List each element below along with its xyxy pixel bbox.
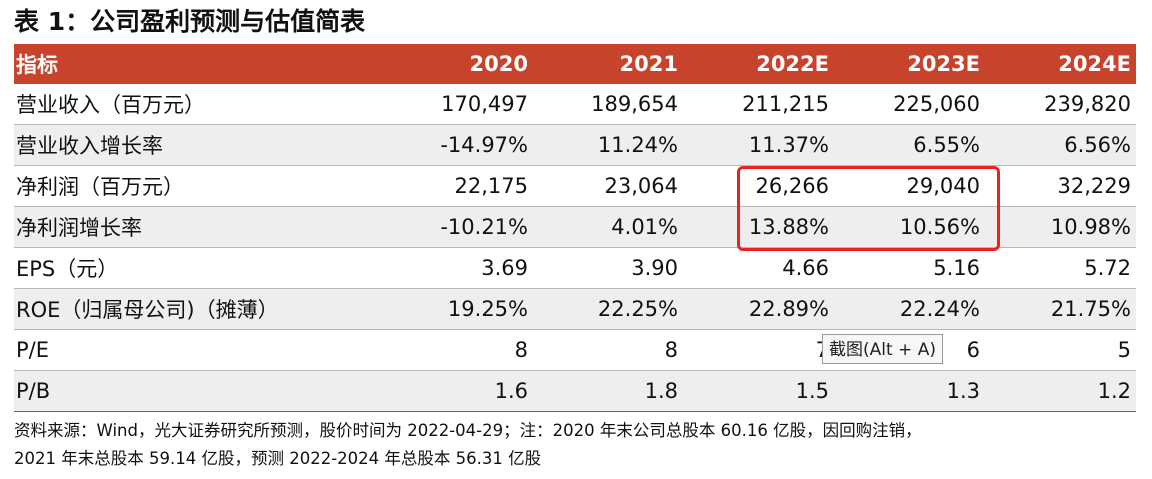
- row-label: EPS（元）: [16, 257, 119, 281]
- source-note-line: 资料来源：Wind，光大证券研究所预测，股价时间为 2022-04-29；注：2…: [14, 421, 922, 440]
- table-cell: 23,064: [604, 174, 678, 198]
- table-cell: 26,266: [755, 174, 829, 198]
- table-cell: 19.25%: [447, 297, 528, 321]
- table-cell: 6: [966, 338, 980, 362]
- header-cell-2022e: 2022E: [756, 52, 829, 76]
- header-cell-2023e: 2023E: [907, 52, 980, 76]
- table-row: P/B 1.6 1.8 1.5 1.3 1.2: [14, 371, 1136, 412]
- header-cell-2021: 2021: [619, 52, 678, 76]
- table-row: EPS（元） 3.69 3.90 4.66 5.16 5.72: [14, 248, 1136, 289]
- table-cell: 10.56%: [899, 215, 980, 239]
- table-cell: 13.88%: [748, 215, 829, 239]
- table-cell: 3.90: [631, 256, 678, 280]
- table-cell: 7: [678, 338, 829, 362]
- table-cell: 10.98%: [1050, 215, 1131, 239]
- table-cell: 170,497: [441, 92, 528, 116]
- table-cell: 29,040: [906, 174, 980, 198]
- table-row: 净利润增长率 -10.21% 4.01% 13.88% 10.56% 10.98…: [14, 207, 1136, 248]
- table-cell: 225,060: [893, 92, 980, 116]
- table-cell: 6.55%: [913, 133, 980, 157]
- table-header-row: 指标 2020 2021 2022E 2023E 2024E: [14, 44, 1136, 84]
- table-cell: 4.01%: [611, 215, 678, 239]
- table-cell: 3.69: [481, 256, 528, 280]
- table-cell: 11.24%: [597, 133, 678, 157]
- row-label: P/E: [16, 338, 50, 362]
- table-cell: 21.75%: [1050, 297, 1131, 321]
- table-cell: 1.2: [1097, 379, 1131, 403]
- table-cell: 11.37%: [748, 133, 829, 157]
- table-cell: -10.21%: [440, 215, 528, 239]
- table-cell: 4.66: [782, 256, 829, 280]
- header-cell-metric: 指标: [16, 53, 58, 77]
- row-label: P/B: [16, 379, 51, 403]
- table-cell: -14.97%: [440, 133, 528, 157]
- table-cell: 22.89%: [748, 297, 829, 321]
- table-cell: 5.72: [1084, 256, 1131, 280]
- screenshot-tooltip: 截图(Alt + A): [822, 334, 943, 364]
- header-cell-2020: 2020: [469, 52, 528, 76]
- table-row: P/E 8 8 7 6 5: [14, 330, 1136, 371]
- row-label: 净利润（百万元）: [16, 175, 184, 199]
- row-label: 营业收入（百万元）: [16, 93, 205, 117]
- table-cell: 1.3: [946, 379, 980, 403]
- table-cell: 5: [1117, 338, 1131, 362]
- table-cell: 6.56%: [1064, 133, 1131, 157]
- table-cell: 1.8: [644, 379, 678, 403]
- header-cell-2024e: 2024E: [1058, 52, 1131, 76]
- table-cell: 1.6: [494, 379, 528, 403]
- table-cell: 1.5: [795, 379, 829, 403]
- table-row: 净利润（百万元） 22,175 23,064 26,266 29,040 32,…: [14, 166, 1136, 207]
- table-cell: 8: [664, 338, 678, 362]
- source-note: 资料来源：Wind，光大证券研究所预测，股价时间为 2022-04-29；注：2…: [14, 417, 1144, 473]
- table-row: ROE（归属母公司)（摊薄） 19.25% 22.25% 22.89% 22.2…: [14, 289, 1136, 330]
- table-cell: 211,215: [742, 92, 829, 116]
- table-cell: 22,175: [454, 174, 528, 198]
- table-cell: 8: [514, 338, 528, 362]
- table-cell: 239,820: [1044, 92, 1131, 116]
- table-cell: 189,654: [591, 92, 678, 116]
- table-cell: 32,229: [1057, 174, 1131, 198]
- row-label: 净利润增长率: [16, 216, 142, 240]
- table-title: 表 1：公司盈利预测与估值简表: [14, 7, 366, 36]
- row-label: ROE（归属母公司)（摊薄）: [16, 298, 279, 322]
- table-row: 营业收入增长率 -14.97% 11.24% 11.37% 6.55% 6.56…: [14, 125, 1136, 166]
- forecast-table: 指标 2020 2021 2022E 2023E 2024E 营业收入（百万元）…: [14, 44, 1136, 412]
- table-cell: 22.25%: [597, 297, 678, 321]
- table-cell: 5.16: [933, 256, 980, 280]
- table-row: 营业收入（百万元） 170,497 189,654 211,215 225,06…: [14, 84, 1136, 125]
- source-note-line: 2021 年末总股本 59.14 亿股，预测 2022-2024 年总股本 56…: [14, 449, 542, 468]
- row-label: 营业收入增长率: [16, 134, 163, 158]
- table-cell: 22.24%: [899, 297, 980, 321]
